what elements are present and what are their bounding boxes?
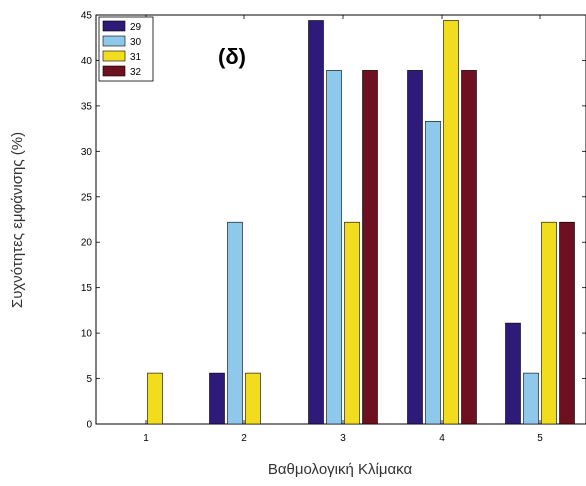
bar-series-32-cat-4 — [461, 70, 477, 425]
bar-series-32-cat-5 — [559, 221, 575, 425]
y-tick-label: 35 — [81, 101, 93, 112]
bar-series-31-cat-2 — [245, 372, 261, 425]
legend-label-30: 30 — [130, 37, 142, 48]
bar-series-29-cat-4 — [407, 70, 423, 425]
legend-label-31: 31 — [130, 52, 142, 63]
bar-series-30-cat-5 — [523, 372, 539, 425]
y-axis-label: Συχνότητες εμφάνισης (%) — [9, 132, 26, 308]
x-tick-label: 1 — [143, 433, 149, 444]
y-tick-label: 10 — [81, 329, 93, 340]
bars-layer — [147, 20, 575, 425]
bar-series-30-cat-2 — [227, 221, 243, 425]
bar-series-31-cat-4 — [443, 20, 459, 425]
bar-series-30-cat-3 — [326, 70, 342, 425]
bar-series-31-cat-5 — [541, 221, 557, 425]
bar-series-31-cat-1 — [147, 372, 163, 425]
legend-swatch-31 — [102, 50, 126, 62]
legend-label-32: 32 — [130, 67, 142, 78]
bar-series-30-cat-4 — [425, 121, 441, 425]
x-tick-label: 3 — [340, 433, 346, 444]
y-tick-label: 5 — [86, 374, 92, 385]
legend: 29 30 31 32 — [98, 16, 154, 82]
y-axis: 0 5 10 15 20 25 30 35 40 45 — [81, 11, 586, 431]
y-tick-label: 30 — [81, 147, 93, 158]
x-axis-label: Βαθμολογική Κλίμακα — [268, 461, 413, 478]
legend-swatch-30 — [102, 35, 126, 47]
y-tick-label: 25 — [81, 192, 93, 203]
legend-swatch-29 — [102, 20, 126, 32]
bar-series-32-cat-3 — [362, 70, 378, 425]
y-tick-label: 15 — [81, 283, 93, 294]
x-tick-label: 2 — [241, 433, 247, 444]
y-tick-label: 20 — [81, 238, 93, 249]
y-tick-label: 40 — [81, 56, 93, 67]
bar-series-31-cat-3 — [344, 221, 360, 425]
y-tick-label: 0 — [86, 420, 92, 431]
legend-swatch-32 — [102, 65, 126, 77]
chart-title: (δ) — [218, 44, 246, 69]
legend-label-29: 29 — [130, 22, 142, 33]
bar-series-29-cat-3 — [308, 20, 324, 425]
bar-series-29-cat-2 — [209, 372, 225, 425]
x-tick-label: 4 — [439, 433, 445, 444]
x-tick-label: 5 — [537, 433, 543, 444]
y-tick-label: 45 — [81, 11, 93, 22]
bar-series-29-cat-5 — [505, 322, 521, 425]
